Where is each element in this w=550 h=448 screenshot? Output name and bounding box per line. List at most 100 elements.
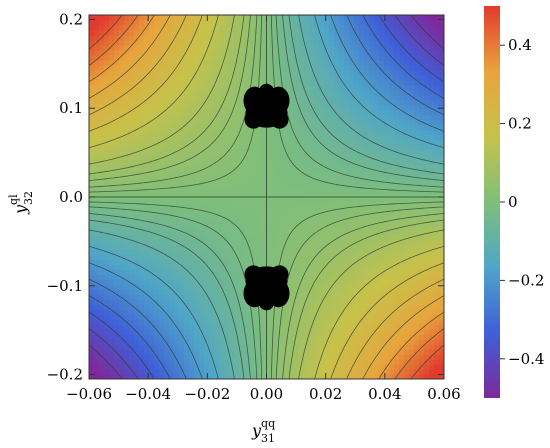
heatmap-cell xyxy=(174,209,180,216)
heatmap-cell xyxy=(374,15,380,21)
heatmap-cell xyxy=(159,324,165,330)
heatmap-cell xyxy=(144,229,150,235)
heatmap-cell xyxy=(154,124,160,131)
heatmap-cell xyxy=(419,104,425,111)
heatmap-cell xyxy=(194,129,200,136)
heatmap-cell xyxy=(244,354,250,360)
heatmap-cell xyxy=(304,99,310,106)
heatmap-cell xyxy=(259,64,265,71)
heatmap-cell xyxy=(399,354,405,360)
heatmap-cell xyxy=(214,114,220,121)
heatmap-cell xyxy=(399,104,405,111)
heatmap-cell xyxy=(219,15,225,21)
heatmap-cell xyxy=(339,219,345,226)
heatmap-cell xyxy=(374,264,380,270)
heatmap-cell xyxy=(289,289,295,295)
heatmap-cell xyxy=(104,74,110,81)
heatmap-cell xyxy=(194,244,200,250)
heatmap-cell xyxy=(124,234,130,240)
heatmap-cell xyxy=(204,264,210,270)
heatmap-cell xyxy=(94,364,100,370)
heatmap-cell xyxy=(289,204,295,211)
heatmap-cell xyxy=(389,179,395,186)
heatmap-cell xyxy=(304,169,310,176)
heatmap-cell xyxy=(269,15,275,21)
heatmap-cell xyxy=(279,69,285,76)
heatmap-cell xyxy=(189,44,195,51)
heatmap-cell xyxy=(299,114,305,121)
heatmap-cell xyxy=(324,84,330,91)
heatmap-cell xyxy=(349,249,355,255)
heatmap-cell xyxy=(89,234,95,240)
heatmap-cell xyxy=(259,139,265,146)
heatmap-cell xyxy=(349,254,355,260)
heatmap-cell xyxy=(154,284,160,290)
heatmap-cell xyxy=(199,244,205,250)
heatmap-cell xyxy=(304,284,310,290)
heatmap-cell xyxy=(219,134,225,141)
heatmap-cell xyxy=(359,364,365,370)
heatmap-cell xyxy=(359,334,365,340)
heatmap-cell xyxy=(204,59,210,66)
heatmap-cell xyxy=(114,149,120,156)
heatmap-cell xyxy=(374,94,380,101)
heatmap-cell xyxy=(154,359,160,365)
heatmap-cell xyxy=(154,199,160,206)
heatmap-cell xyxy=(349,199,355,206)
heatmap-cell xyxy=(219,184,225,191)
heatmap-cell xyxy=(94,284,100,290)
heatmap-cell xyxy=(129,284,135,290)
heatmap-cell xyxy=(324,364,330,370)
heatmap-cell xyxy=(299,199,305,206)
heatmap-cell xyxy=(394,89,400,96)
heatmap-cell xyxy=(319,229,325,235)
heatmap-cell xyxy=(139,54,145,61)
heatmap-cell xyxy=(209,374,215,379)
heatmap-cell xyxy=(184,54,190,61)
heatmap-cell xyxy=(309,344,315,350)
heatmap-cell xyxy=(394,139,400,146)
heatmap-cell xyxy=(404,264,410,270)
heatmap-cell xyxy=(414,364,420,370)
heatmap-cell xyxy=(429,234,435,240)
heatmap-cell xyxy=(389,284,395,290)
heatmap-cell xyxy=(104,24,110,31)
heatmap-cell xyxy=(184,19,190,26)
heatmap-cell xyxy=(274,39,280,46)
heatmap-cell xyxy=(379,214,385,221)
heatmap-cell xyxy=(404,34,410,41)
heatmap-cell xyxy=(369,149,375,156)
heatmap-cell xyxy=(399,319,405,325)
heatmap-cell xyxy=(419,69,425,76)
heatmap-cell xyxy=(329,299,335,305)
heatmap-cell xyxy=(314,254,320,260)
heatmap-cell xyxy=(309,164,315,171)
heatmap-cell xyxy=(324,144,330,151)
heatmap-cell xyxy=(319,24,325,31)
heatmap-cell xyxy=(194,274,200,280)
heatmap-cell xyxy=(179,294,185,300)
heatmap-cell xyxy=(354,249,360,255)
heatmap-cell xyxy=(319,84,325,91)
heatmap-cell xyxy=(219,34,225,41)
heatmap-cell xyxy=(89,64,95,71)
heatmap-cell xyxy=(344,364,350,370)
heatmap-cell xyxy=(209,149,215,156)
heatmap-cell xyxy=(324,59,330,66)
heatmap-cell xyxy=(389,314,395,320)
heatmap-cell xyxy=(424,189,430,196)
heatmap-cell xyxy=(329,369,335,375)
heatmap-cell xyxy=(314,44,320,51)
heatmap-cell xyxy=(384,19,390,26)
heatmap-cell xyxy=(379,264,385,270)
heatmap-cell xyxy=(119,219,125,226)
heatmap-cell xyxy=(159,144,165,151)
heatmap-cell xyxy=(209,69,215,76)
heatmap-cell xyxy=(284,369,290,375)
heatmap-cell xyxy=(369,244,375,250)
heatmap-cell xyxy=(289,219,295,226)
heatmap-cell xyxy=(169,374,175,379)
heatmap-cell xyxy=(404,39,410,46)
heatmap-cell xyxy=(229,139,235,146)
heatmap-cell xyxy=(344,329,350,335)
